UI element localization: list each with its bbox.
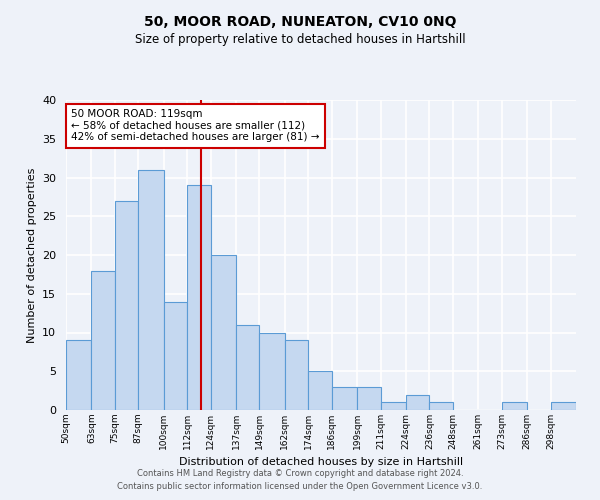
Bar	[164, 302, 187, 410]
Bar	[138, 170, 164, 410]
Bar	[332, 387, 357, 410]
Text: Contains public sector information licensed under the Open Government Licence v3: Contains public sector information licen…	[118, 482, 482, 491]
Text: Contains HM Land Registry data © Crown copyright and database right 2024.: Contains HM Land Registry data © Crown c…	[137, 468, 463, 477]
Bar	[211, 255, 236, 410]
Bar	[551, 402, 576, 410]
Bar	[187, 185, 211, 410]
Bar	[236, 325, 259, 410]
Text: 50, MOOR ROAD, NUNEATON, CV10 0NQ: 50, MOOR ROAD, NUNEATON, CV10 0NQ	[144, 15, 456, 29]
Y-axis label: Number of detached properties: Number of detached properties	[26, 168, 37, 342]
Bar	[115, 200, 138, 410]
Bar	[357, 387, 380, 410]
Bar	[259, 332, 285, 410]
X-axis label: Distribution of detached houses by size in Hartshill: Distribution of detached houses by size …	[179, 458, 463, 468]
Bar	[91, 270, 115, 410]
Bar	[406, 394, 430, 410]
Bar	[502, 402, 527, 410]
Bar	[430, 402, 453, 410]
Text: Size of property relative to detached houses in Hartshill: Size of property relative to detached ho…	[134, 32, 466, 46]
Bar	[66, 340, 91, 410]
Bar	[285, 340, 308, 410]
Bar	[380, 402, 406, 410]
Bar	[308, 371, 332, 410]
Text: 50 MOOR ROAD: 119sqm
← 58% of detached houses are smaller (112)
42% of semi-deta: 50 MOOR ROAD: 119sqm ← 58% of detached h…	[71, 110, 320, 142]
